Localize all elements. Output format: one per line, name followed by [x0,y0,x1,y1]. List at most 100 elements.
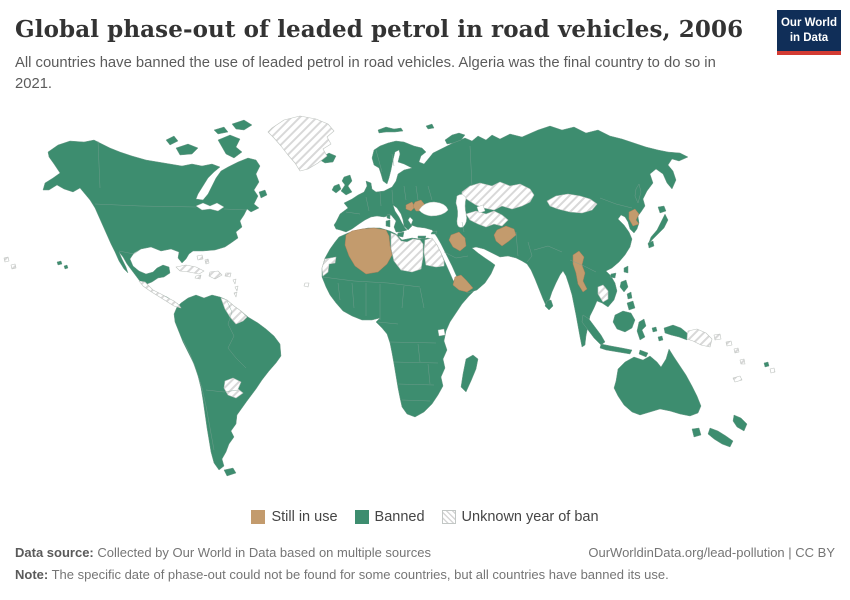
region-egypt[interactable] [423,237,445,268]
region-west-new-guinea[interactable] [663,324,688,341]
region-new-zealand-south[interactable] [707,427,734,448]
region-tasmania[interactable] [691,427,702,438]
region-guyanas[interactable] [220,297,248,325]
legend-label: Banned [374,509,425,525]
owid-logo[interactable]: Our World in Data [777,10,841,55]
aral-sea [476,204,486,214]
region-united-kingdom[interactable] [340,174,353,196]
region-bahamas[interactable] [196,254,204,261]
region-tierra-del-fuego[interactable] [223,467,237,477]
region-ireland[interactable] [331,183,342,194]
region-western-sahara[interactable] [321,256,337,277]
region-baffin-island[interactable] [217,134,243,159]
region-lesser-antilles[interactable] [232,278,237,285]
region-bahamas-2[interactable] [204,258,210,265]
region-japan-kyushu[interactable] [647,240,655,249]
rights-link[interactable]: OurWorldinData.org/lead-pollution | CC B… [588,545,835,560]
region-new-zealand-north[interactable] [732,414,748,432]
region-borneo[interactable] [612,310,636,333]
region-sakhalin[interactable] [634,183,642,204]
page-title: Global phase-out of leaded petrol in roa… [15,16,744,43]
region-hispaniola[interactable] [208,270,223,280]
chart-footer: Data source: Collected by Our World in D… [15,543,835,584]
region-iraq[interactable] [448,231,467,252]
region-pacific-islands-2[interactable] [10,263,17,270]
region-hawaii[interactable] [56,260,63,266]
region-north-korea[interactable] [628,208,640,227]
region-java[interactable] [599,343,633,355]
region-new-britain[interactable] [713,333,722,341]
region-timor[interactable] [638,349,649,358]
region-north-america[interactable] [42,139,261,309]
world-choropleth-map [3,115,776,477]
region-sri-lanka[interactable] [544,299,554,311]
region-philippines-mindanao[interactable] [626,300,636,311]
region-lesser-antilles-3[interactable] [233,291,238,298]
region-hawaii-2[interactable] [63,264,69,270]
region-japan-honshu[interactable] [647,213,669,246]
region-sulawesi[interactable] [636,318,647,341]
region-philippines-visayas[interactable] [626,291,633,300]
region-africa[interactable] [321,227,477,418]
region-paraguay[interactable] [223,377,244,399]
lake-victoria [437,328,446,337]
region-cuba[interactable] [175,264,205,275]
region-fiji-2[interactable] [769,367,776,374]
region-solomon-islands-2[interactable] [733,347,740,354]
region-victoria-island[interactable] [175,143,199,156]
legend-item-still-in-use[interactable]: Still in use [251,509,338,525]
region-taiwan[interactable] [623,265,629,274]
region-newfoundland[interactable] [258,189,268,199]
region-japan-hokkaido[interactable] [657,205,667,214]
legend-swatch-still-in-use [251,510,266,524]
region-uzbekistan-turkmenistan[interactable] [465,210,509,228]
region-banks-island[interactable] [165,135,179,146]
region-sardinia[interactable] [385,219,391,228]
region-myanmar[interactable] [572,250,588,293]
region-cape-verde[interactable] [303,282,310,288]
region-australia[interactable] [613,348,702,417]
legend-item-banned[interactable]: Banned [354,509,425,525]
region-vanuatu[interactable] [739,358,746,365]
region-philippines-luzon[interactable] [619,279,629,293]
region-central-america[interactable] [138,280,182,309]
region-yemen[interactable] [452,274,474,293]
region-devon-island[interactable] [213,126,229,135]
region-cyprus[interactable] [430,230,438,235]
owid-logo-accent-bar [777,51,841,55]
region-solomon-islands[interactable] [725,340,733,347]
region-pacific-islands[interactable] [3,256,10,263]
region-franz-josef-land[interactable] [425,123,435,130]
region-ellesmere-island[interactable] [231,119,253,131]
region-svalbard[interactable] [377,126,404,134]
region-mongolia[interactable] [546,193,598,214]
great-lakes [195,202,225,212]
region-puerto-rico[interactable] [224,272,232,278]
region-afghanistan[interactable] [493,225,517,247]
region-sicily[interactable] [396,231,405,238]
region-novaya-zemlya[interactable] [444,132,466,145]
data-source-text: Data source: Collected by Our World in D… [15,545,431,560]
map-legend: Still in use Banned Unknown year of ban [0,509,850,525]
region-papua-new-guinea[interactable] [686,328,713,348]
region-fiji[interactable] [763,361,770,368]
region-crete[interactable] [417,235,427,240]
region-sumatra[interactable] [581,314,606,346]
note-text: Note: The specific date of phase-out cou… [15,567,669,582]
region-moluccas[interactable] [651,326,658,333]
region-lesser-antilles-2[interactable] [234,285,239,292]
region-greenland[interactable] [267,115,335,172]
region-bosnia[interactable] [405,201,416,212]
region-corsica[interactable] [386,213,391,220]
region-kazakhstan[interactable] [461,181,535,211]
region-hainan[interactable] [609,272,617,279]
region-jamaica[interactable] [194,274,202,280]
legend-swatch-unknown [441,510,456,524]
region-libya[interactable] [390,232,424,273]
region-moluccas-south[interactable] [657,335,664,342]
region-new-caledonia[interactable] [732,375,743,383]
region-algeria[interactable] [344,227,393,275]
region-madagascar[interactable] [460,354,479,393]
region-laos[interactable] [597,284,609,303]
legend-item-unknown[interactable]: Unknown year of ban [441,509,599,525]
